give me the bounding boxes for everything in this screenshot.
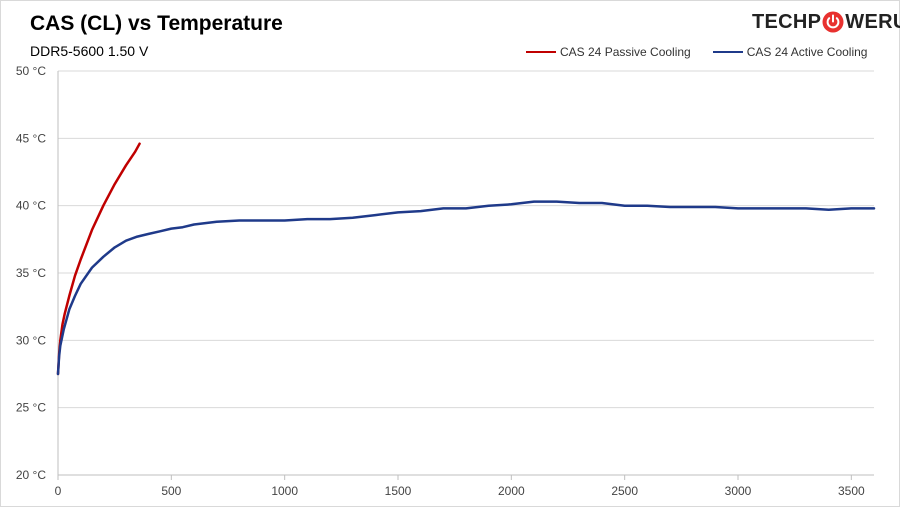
chart-title: CAS (CL) vs Temperature [30, 12, 283, 35]
y-tick-label: 45 °C [16, 131, 46, 145]
legend-swatch-active [712, 50, 743, 54]
x-tick-label: 1500 [385, 484, 412, 498]
y-tick-label: 50 °C [16, 64, 46, 78]
x-tick-label: 3500 [838, 484, 865, 498]
x-tick-label: 2000 [498, 484, 525, 498]
y-tick-label: 30 °C [16, 333, 46, 347]
x-tick-label: 0 [55, 484, 62, 498]
series-line-active [56, 200, 876, 376]
chart-legend: CAS 24 Passive Cooling CAS 24 Active Coo… [526, 45, 867, 59]
power-icon [822, 11, 844, 33]
logo-text-left: TECHP [752, 10, 822, 33]
legend-label-active: CAS 24 Active Cooling [746, 45, 868, 59]
techpowerup-logo: TECHP WERUP [752, 9, 900, 35]
x-tick-label: 1000 [271, 484, 298, 498]
legend-swatch-passive [526, 50, 556, 54]
x-tick-label: 2500 [611, 484, 638, 498]
x-tick-label: 500 [161, 484, 181, 498]
x-tick-label: 3000 [725, 484, 752, 498]
y-tick-label: 35 °C [16, 266, 46, 280]
legend-label-passive: CAS 24 Passive Cooling [560, 45, 691, 59]
y-tick-label: 25 °C [16, 401, 46, 415]
logo-text-right: WERUP [845, 10, 900, 33]
chart-subtitle: DDR5-5600 1.50 V [30, 43, 149, 59]
y-tick-label: 40 °C [16, 199, 46, 213]
legend-item-passive: CAS 24 Passive Cooling [526, 45, 691, 59]
legend-item-active: CAS 24 Active Cooling [712, 45, 868, 59]
series-line-passive [56, 142, 141, 376]
y-tick-label: 20 °C [16, 468, 46, 482]
